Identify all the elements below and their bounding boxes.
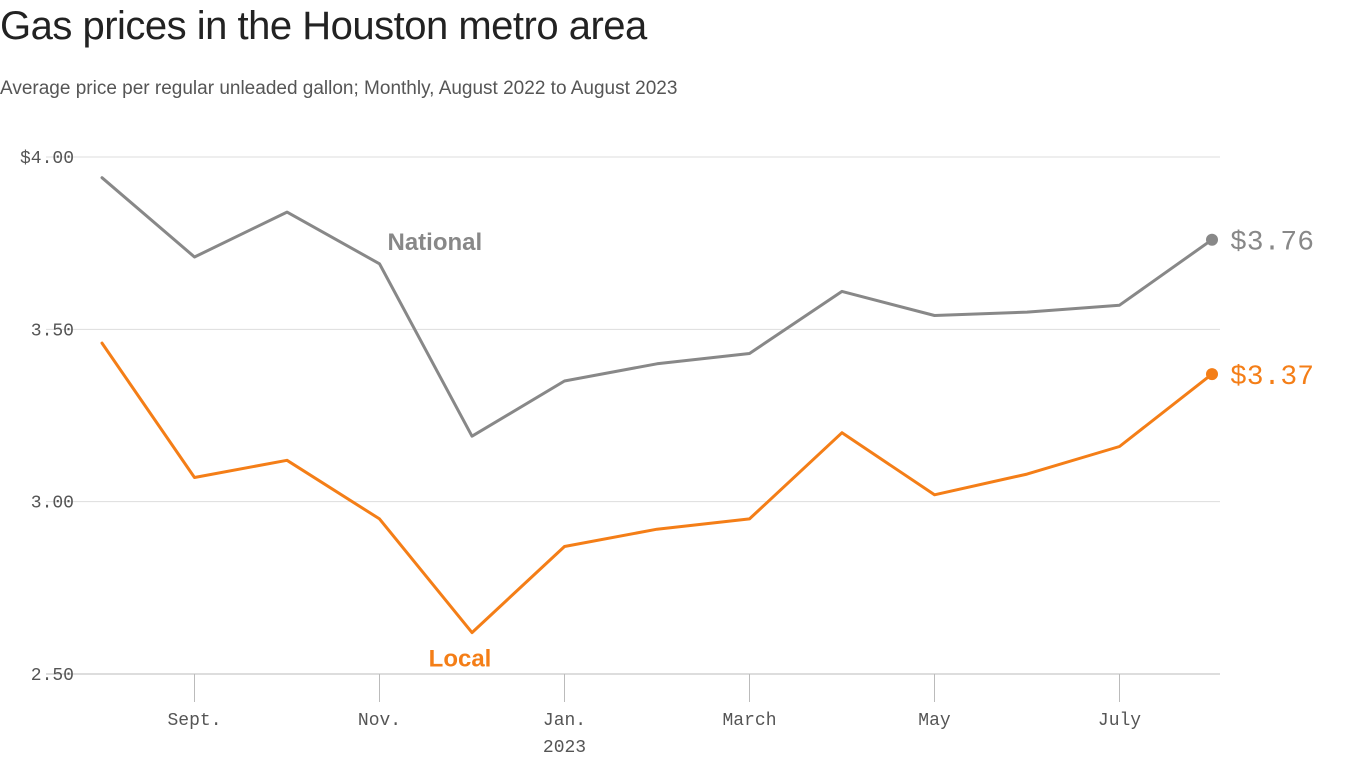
data-point-national [1206,233,1218,246]
y-axis-ticks: $4.00 3.50 3.00 2.50 [20,149,74,686]
y-tick-label: $4.00 [20,149,74,169]
series-labels: $3.76 $3.37 National Local [388,228,1315,673]
gridlines [46,156,1220,675]
chart-title: Gas prices in the Houston metro area [0,4,647,48]
series-line-national [100,176,1214,438]
series-label-local: Local [429,646,492,673]
chart-subtitle: Average price per regular unleaded gallo… [0,78,678,99]
x-tick-label: July [1098,711,1141,731]
series-label-national: National [388,229,483,256]
x-tick-label: March [722,711,776,731]
data-point-local [1206,368,1218,381]
series-lines [100,176,1218,635]
x-axis-ticks: Sept. Nov. Jan. March May July 2023 [167,674,1141,758]
x-tick-label: Jan. [543,711,586,731]
end-value-label-national: $3.76 [1230,228,1314,259]
end-value-label-local: $3.37 [1230,362,1314,393]
x-tick-label: Sept. [167,711,221,731]
x-tick-label: Nov. [358,711,401,731]
y-tick-label: 2.50 [31,666,74,686]
y-tick-label: 3.50 [31,321,74,341]
series-line-local [100,341,1214,635]
x-tick-label: May [918,711,951,731]
x-year-label: 2023 [543,738,586,758]
y-tick-label: 3.00 [31,494,74,514]
